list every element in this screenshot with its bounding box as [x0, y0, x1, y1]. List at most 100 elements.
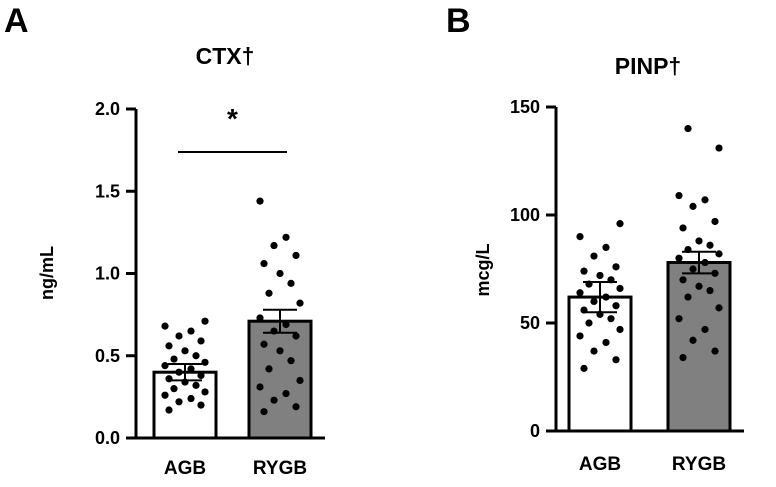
- data-point-b-agb: [580, 364, 588, 372]
- data-point-b-rygb: [689, 336, 697, 344]
- data-point-b-agb: [602, 293, 610, 301]
- data-point-b-rygb: [679, 224, 687, 232]
- data-point-b-agb: [616, 284, 624, 293]
- bar-b-agb: [567, 295, 633, 433]
- data-point-a-agb: [197, 401, 205, 409]
- data-point-a-rygb: [296, 299, 304, 307]
- data-point-b-rygb: [675, 191, 683, 200]
- data-point-a-agb: [201, 358, 209, 366]
- x-tick-label-b: RYGB: [672, 454, 726, 475]
- panel-letter-a: A: [4, 2, 29, 40]
- data-point-a-rygb: [276, 347, 284, 355]
- data-point-a-rygb: [260, 260, 268, 268]
- data-point-a-agb: [201, 317, 209, 325]
- y-tick-label-a: 0.0: [95, 428, 120, 448]
- data-point-a-agb: [165, 342, 173, 350]
- data-point-b-agb: [616, 325, 624, 334]
- data-point-b-rygb: [706, 287, 714, 295]
- data-point-a-agb: [161, 391, 169, 399]
- data-point-a-agb: [187, 365, 195, 373]
- data-point-b-agb: [612, 263, 620, 271]
- data-point-b-rygb: [711, 347, 719, 355]
- data-point-a-rygb: [256, 197, 264, 205]
- y-tick-label-a: 1.5: [95, 181, 120, 201]
- y-tick-label-a: 0.5: [95, 346, 120, 366]
- chart-title-a: CTX†: [196, 43, 255, 69]
- data-point-a-rygb: [276, 269, 284, 278]
- data-point-b-rygb: [675, 254, 683, 262]
- data-point-a-rygb: [270, 241, 278, 250]
- data-point-a-agb: [181, 347, 189, 355]
- data-point-a-rygb: [282, 320, 290, 329]
- data-point-a-rygb: [256, 314, 264, 322]
- data-point-a-rygb: [256, 383, 264, 391]
- data-point-a-rygb: [296, 376, 304, 385]
- data-point-b-agb: [590, 297, 598, 305]
- data-point-b-rygb: [701, 258, 709, 267]
- x-tick-label-a: AGB: [164, 458, 206, 479]
- data-point-b-agb: [585, 319, 593, 327]
- data-point-a-rygb: [260, 408, 268, 416]
- data-point-a-agb: [161, 362, 169, 370]
- data-point-a-rygb: [282, 233, 290, 241]
- data-point-a-agb: [170, 385, 178, 393]
- data-point-b-rygb: [711, 217, 719, 226]
- y-axis-label-b: mcg/L: [473, 243, 493, 296]
- data-point-b-rygb: [689, 202, 697, 210]
- data-point-a-rygb: [270, 396, 278, 404]
- plot-area-b: 0 50 100 150 AGB RYGB: [510, 97, 744, 475]
- data-point-b-agb: [580, 267, 588, 275]
- x-tick-label-a: RYGB: [253, 458, 307, 479]
- data-point-b-agb: [576, 233, 584, 241]
- y-tick-label-b: 50: [520, 313, 540, 333]
- data-point-b-agb: [590, 347, 598, 355]
- data-point-b-agb: [596, 271, 604, 280]
- data-point-b-agb: [602, 243, 610, 251]
- y-axis-label-a: ng/mL: [37, 246, 57, 300]
- data-point-b-rygb: [695, 237, 703, 245]
- data-point-a-agb: [192, 381, 200, 389]
- data-point-a-rygb: [282, 389, 290, 398]
- panel-letter-b: B: [446, 2, 471, 40]
- data-point-b-rygb: [715, 144, 723, 152]
- plot-area-a: 0.0 0.5 1.0 1.5 2.0 AGB RYGB *: [95, 99, 325, 479]
- data-point-b-rygb: [689, 265, 697, 273]
- data-point-b-rygb: [701, 196, 709, 204]
- data-point-a-agb: [175, 398, 183, 406]
- data-point-b-agb: [607, 315, 615, 323]
- data-point-a-rygb: [287, 279, 295, 287]
- data-point-a-agb: [197, 371, 205, 380]
- data-point-b-rygb: [675, 315, 683, 323]
- data-point-a-rygb: [265, 365, 273, 373]
- data-point-b-rygb: [715, 250, 723, 258]
- data-point-b-agb: [616, 220, 624, 228]
- chart-title-b: PINP†: [615, 53, 681, 79]
- data-point-b-agb: [576, 289, 584, 297]
- y-tick-label-b: 150: [510, 97, 540, 117]
- data-point-a-rygb: [292, 332, 300, 340]
- y-tick-label-b: 100: [510, 205, 540, 225]
- data-point-a-rygb: [292, 251, 300, 260]
- data-point-a-agb: [187, 394, 195, 403]
- data-point-a-agb: [187, 327, 195, 335]
- data-point-a-rygb: [287, 357, 295, 365]
- data-point-a-agb: [201, 388, 209, 396]
- data-point-a-agb: [175, 368, 183, 376]
- data-point-a-agb: [165, 406, 173, 414]
- data-point-b-rygb: [695, 282, 703, 290]
- data-point-b-agb: [590, 252, 598, 260]
- data-point-a-agb: [161, 322, 169, 330]
- data-point-b-rygb: [679, 276, 687, 284]
- data-point-b-agb: [612, 356, 620, 364]
- data-point-b-agb: [612, 302, 620, 310]
- data-point-a-agb: [170, 355, 178, 363]
- data-point-b-rygb: [715, 304, 723, 312]
- bar-b-rygb: [666, 261, 732, 433]
- data-point-b-agb: [576, 332, 584, 340]
- y-tick-label-b: 0: [530, 421, 540, 441]
- data-point-b-rygb: [701, 325, 709, 334]
- data-point-b-agb: [602, 338, 610, 347]
- y-tick-label-a: 2.0: [95, 99, 120, 119]
